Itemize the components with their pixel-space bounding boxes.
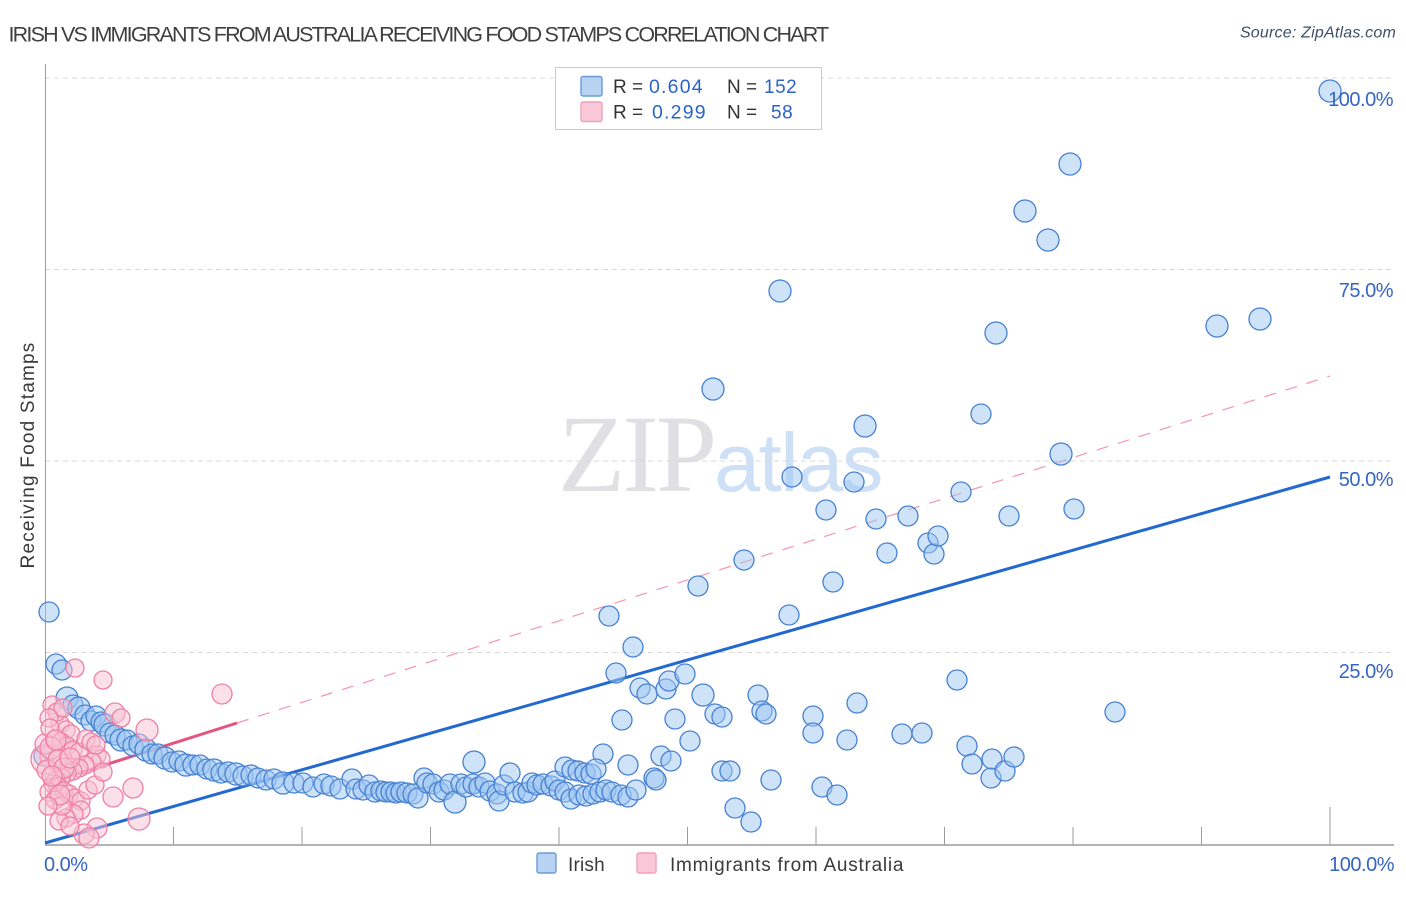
svg-text:25.0%: 25.0% bbox=[1339, 661, 1394, 683]
svg-text:58: 58 bbox=[771, 103, 793, 124]
svg-text:75.0%: 75.0% bbox=[1339, 280, 1394, 302]
svg-text:Irish: Irish bbox=[568, 855, 605, 876]
svg-text:0.299: 0.299 bbox=[652, 102, 707, 124]
svg-text:Immigrants from Australia: Immigrants from Australia bbox=[670, 855, 904, 876]
svg-text:R =: R = bbox=[613, 77, 643, 98]
svg-text:Receiving Food Stamps: Receiving Food Stamps bbox=[18, 342, 39, 569]
svg-text:100.0%: 100.0% bbox=[1329, 854, 1395, 876]
svg-text:0.604: 0.604 bbox=[649, 76, 704, 98]
svg-text:N =: N = bbox=[727, 77, 757, 98]
svg-text:R =: R = bbox=[613, 103, 643, 124]
svg-text:152: 152 bbox=[764, 77, 797, 98]
svg-text:0.0%: 0.0% bbox=[44, 854, 88, 876]
svg-text:50.0%: 50.0% bbox=[1339, 469, 1394, 491]
svg-text:N =: N = bbox=[727, 103, 757, 124]
svg-text:Source: ZipAtlas.com: Source: ZipAtlas.com bbox=[1240, 25, 1396, 42]
svg-text:IRISH VS IMMIGRANTS FROM AUSTR: IRISH VS IMMIGRANTS FROM AUSTRALIA RECEI… bbox=[9, 23, 830, 47]
svg-text:100.0%: 100.0% bbox=[1328, 89, 1394, 111]
